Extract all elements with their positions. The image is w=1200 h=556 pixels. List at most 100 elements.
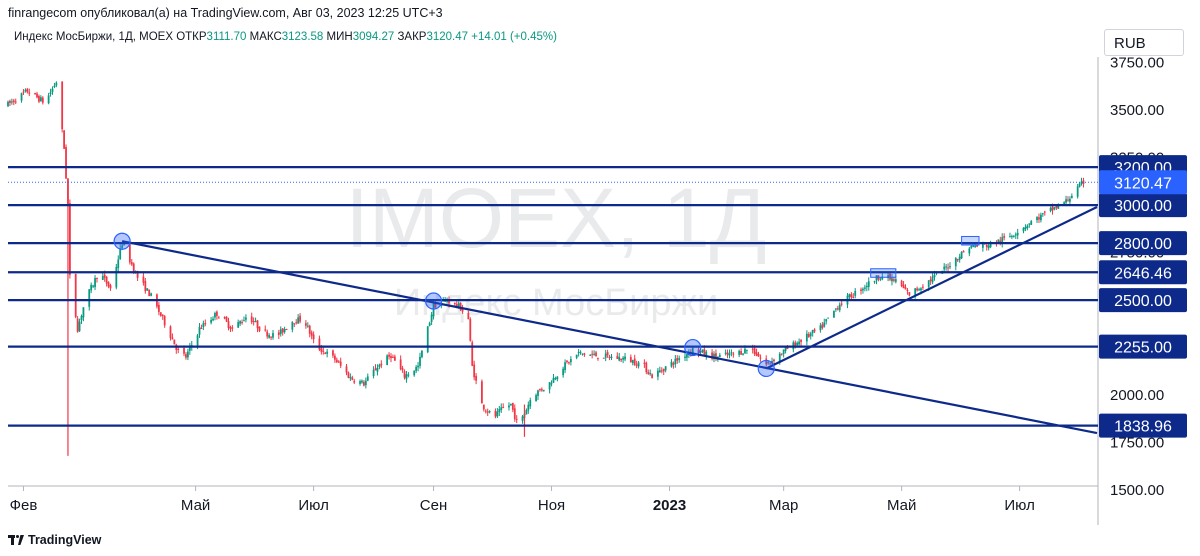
candle-body (1067, 199, 1069, 201)
candle-body (9, 100, 11, 103)
candle-body (658, 370, 661, 373)
candle-body (212, 318, 214, 321)
candle-body (322, 350, 325, 352)
candle-body (403, 371, 406, 378)
candle-body (7, 101, 9, 107)
candle-body (359, 381, 361, 384)
candle-body (784, 347, 787, 351)
candle-body (76, 318, 79, 332)
candle-body (101, 276, 104, 280)
candle-body (1070, 195, 1073, 198)
level-price-label: 2800.00 (1114, 236, 1172, 253)
candle-body (1009, 236, 1011, 238)
candle-body (1014, 234, 1017, 236)
candle-body (823, 322, 826, 327)
candle-body (515, 418, 518, 420)
candle-body (148, 289, 151, 297)
level-price-label: 2646.46 (1114, 265, 1172, 282)
candle-body (1024, 227, 1027, 230)
candle-body (931, 276, 934, 283)
candle-body (577, 352, 580, 354)
candle-body (376, 367, 379, 372)
candle-body (862, 288, 864, 291)
candle-body (840, 303, 843, 305)
candle-body (780, 353, 783, 355)
candle-body (65, 147, 67, 179)
candle-body (726, 352, 729, 355)
candle-body (399, 359, 402, 370)
candle-body (751, 348, 754, 350)
candle-body (550, 383, 553, 385)
candle-body (277, 332, 280, 335)
candle-body (836, 308, 839, 310)
level-price-label-bg (1099, 193, 1187, 218)
candle-body (542, 389, 545, 391)
candle-body (860, 289, 862, 292)
candle-body (364, 380, 367, 386)
candle-body (1016, 232, 1019, 236)
candle-body (157, 304, 160, 312)
candle-body (128, 244, 131, 263)
candle-body (633, 358, 636, 365)
candle-body (769, 362, 772, 364)
candle-body (349, 377, 352, 379)
candle-body (657, 370, 659, 377)
candle-body (962, 250, 965, 253)
candle-body (185, 354, 187, 358)
candle-body (245, 317, 247, 320)
candle-body (954, 258, 957, 267)
y-tick-label: 2000.00 (1110, 387, 1164, 404)
candle-body (74, 273, 77, 318)
candle-body (813, 329, 816, 332)
candle-body (1036, 217, 1038, 221)
candle-body (740, 351, 742, 355)
candle-body (159, 312, 162, 316)
candle-body (204, 323, 207, 325)
currency-selector[interactable]: RUB (1104, 29, 1184, 56)
candle-body (480, 381, 483, 404)
candle-body (68, 203, 71, 275)
candle-body (564, 362, 566, 371)
candle-body (488, 411, 491, 413)
candle-body (457, 303, 460, 307)
candle-body (620, 358, 623, 361)
candle-body (345, 366, 348, 373)
trendline (765, 206, 1098, 370)
candle-body (767, 362, 770, 364)
candle-body (513, 408, 516, 420)
candle-body (378, 364, 381, 368)
high-value: 3123.58 (281, 31, 324, 43)
candle-body (539, 389, 541, 391)
candle-body (956, 259, 959, 261)
candle-body (540, 389, 543, 391)
candle-body (945, 266, 948, 268)
candle-body (250, 316, 253, 323)
candle-body (1053, 207, 1056, 210)
range-box (870, 268, 897, 278)
candle-body (579, 351, 582, 353)
candle-body (1049, 207, 1052, 211)
candle-body (372, 369, 375, 376)
candle-body (448, 300, 450, 304)
candle-body (123, 244, 125, 246)
candle-body (759, 357, 762, 359)
candle-body (850, 294, 853, 298)
candle-body (320, 348, 323, 352)
candle-body (405, 374, 408, 380)
candle-body (1012, 236, 1015, 238)
candle-body (430, 314, 433, 322)
candle-body (865, 286, 868, 288)
close-label: ЗАКР (397, 31, 427, 43)
x-tick-label: Сен (420, 497, 447, 514)
level-price-label: 3000.00 (1114, 198, 1172, 215)
candle-body (794, 342, 797, 347)
tradingview-footer[interactable]: TradingView (8, 533, 101, 547)
brand-name: TradingView (28, 533, 102, 547)
candle-body (486, 411, 489, 413)
candle-body (757, 353, 760, 357)
candle-body (922, 286, 924, 288)
candle-body (852, 296, 855, 298)
candle-body (914, 288, 917, 296)
candle-body (711, 352, 713, 359)
